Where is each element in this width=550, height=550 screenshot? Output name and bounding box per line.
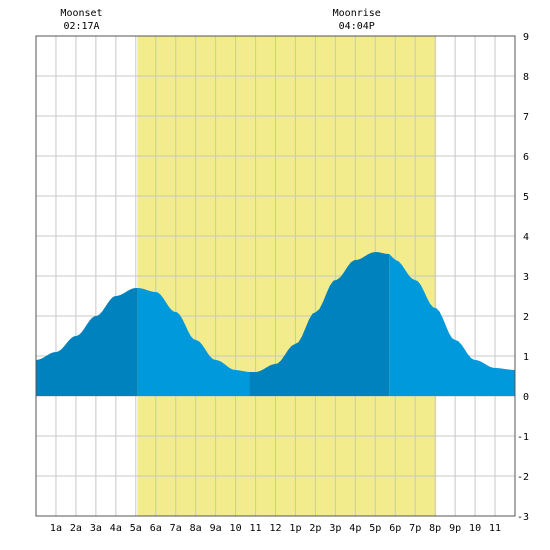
tide-area	[36, 252, 515, 396]
y-tick-label: -2	[517, 472, 529, 483]
x-tick-label: 10	[230, 523, 242, 534]
moon-event-time: 02:17A	[63, 21, 99, 32]
moon-event-label: Moonset	[60, 8, 102, 19]
x-tick-label: 10	[469, 523, 481, 534]
y-tick-label: 5	[523, 192, 529, 203]
x-tick-label: 8a	[190, 523, 202, 534]
y-tick-label: -3	[517, 512, 529, 523]
x-axis-ticks: 1a 2a 3a 4a 5a 6a 7a 8a 9a 10 11 12 1p 2p 3p 4p 5p 6p 7p 8p…	[50, 523, 501, 534]
x-tick-label: 11	[489, 523, 501, 534]
y-tick-label: 4	[523, 232, 529, 243]
x-tick-label: 3p	[329, 523, 341, 534]
x-tick-label: 5p	[369, 523, 381, 534]
x-tick-label: 8p	[429, 523, 441, 534]
x-tick-label: 4p	[349, 523, 361, 534]
tide-segment-falling	[137, 288, 250, 396]
tide-segment-falling	[389, 254, 515, 396]
x-tick-label: 9p	[449, 523, 461, 534]
tide-segment-rising	[36, 288, 138, 396]
x-tick-label: 2p	[309, 523, 321, 534]
y-tick-label: 3	[523, 272, 529, 283]
y-tick-label: 2	[523, 312, 529, 323]
x-tick-label: 1p	[289, 523, 301, 534]
x-tick-label: 7a	[170, 523, 182, 534]
x-tick-label: 12	[269, 523, 281, 534]
x-tick-label: 5a	[130, 523, 142, 534]
y-axis-ticks: 9 8 7 6 5 4 3 2 1 0 -1 -2 -3	[517, 32, 529, 523]
x-tick-label: 4a	[110, 523, 122, 534]
grid	[36, 36, 515, 516]
tide-segment-rising	[249, 252, 390, 396]
x-tick-label: 7p	[409, 523, 421, 534]
moon-events: Moonset 02:17A Moonrise 04:04P	[60, 8, 380, 32]
plot-frame	[35, 35, 516, 517]
x-tick-label: 11	[250, 523, 262, 534]
x-tick-label: 6p	[389, 523, 401, 534]
x-tick-label: 2a	[70, 523, 82, 534]
x-tick-label: 9a	[210, 523, 222, 534]
y-tick-label: 1	[523, 352, 529, 363]
y-tick-label: 9	[523, 32, 529, 43]
y-tick-label: 6	[523, 152, 529, 163]
y-tick-label: 7	[523, 112, 529, 123]
y-tick-label: -1	[517, 432, 529, 443]
x-tick-label: 1a	[50, 523, 62, 534]
x-tick-label: 6a	[150, 523, 162, 534]
x-tick-label: 3a	[90, 523, 102, 534]
moon-event-time: 04:04P	[339, 21, 375, 32]
moon-event-label: Moonrise	[333, 8, 381, 19]
y-tick-label: 8	[523, 72, 529, 83]
y-tick-label: 0	[523, 392, 529, 403]
